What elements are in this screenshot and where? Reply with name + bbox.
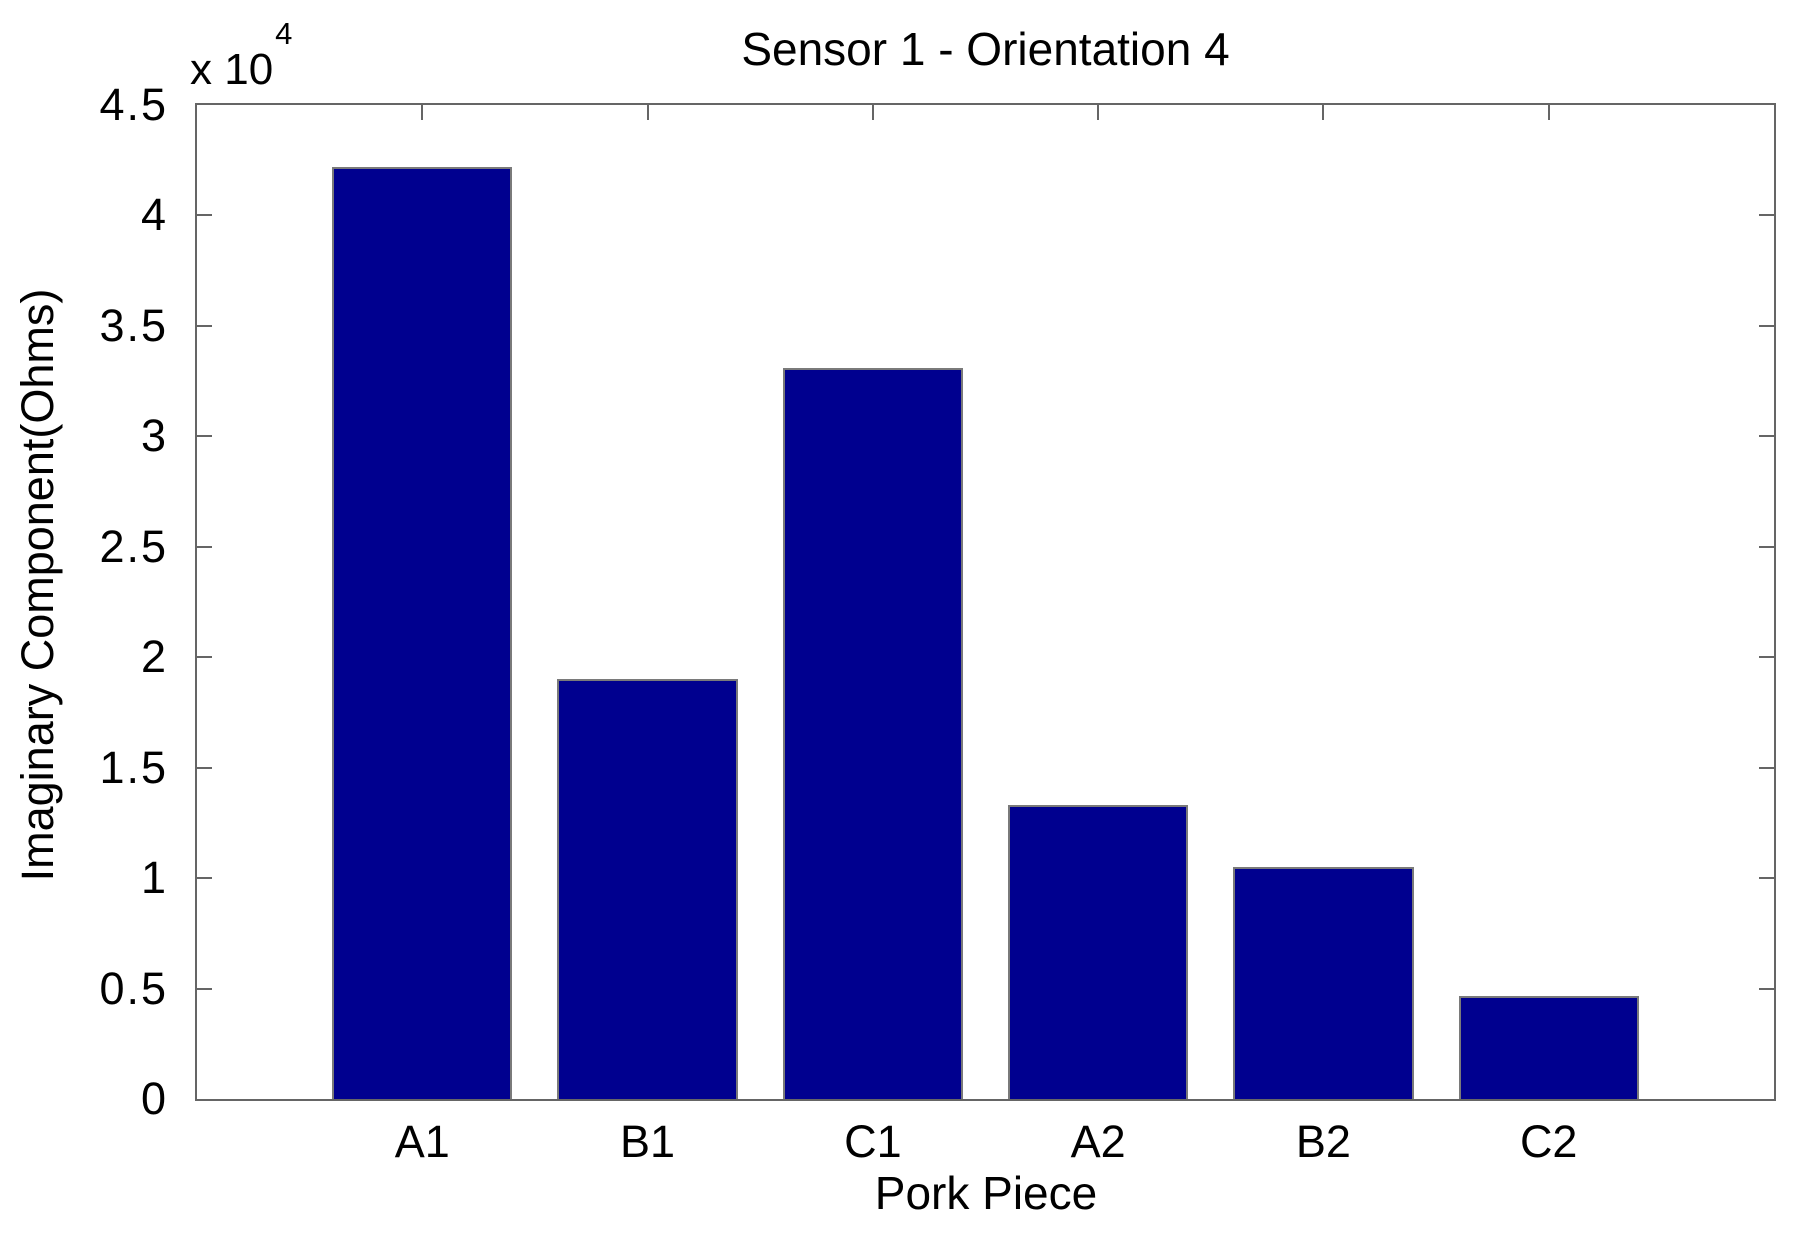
bar-a2 — [1008, 805, 1189, 1099]
x-tick-top-a2 — [1097, 105, 1100, 120]
y-tick-right-4 — [1759, 214, 1774, 217]
x-tick-label-c1: C1 — [844, 1116, 902, 1167]
y-tick-right-3 — [1759, 435, 1774, 438]
x-tick-top-b2 — [1322, 105, 1325, 120]
y-axis-multiplier-exponent: 4 — [275, 16, 293, 51]
y-tick-label-4.5: 4.5 — [99, 79, 168, 130]
y-tick-right-3.5 — [1759, 324, 1774, 327]
bar-c2 — [1458, 996, 1639, 1099]
y-tick-left-4 — [197, 214, 212, 217]
x-tick-label-a2: A2 — [1070, 1116, 1126, 1167]
plot-area — [195, 103, 1776, 1101]
x-tick-top-b1 — [646, 105, 649, 120]
y-tick-label-2.5: 2.5 — [99, 520, 168, 572]
x-tick-label-a1: A1 — [394, 1116, 450, 1167]
x-tick-label-b1: B1 — [620, 1116, 676, 1167]
bar-b2 — [1233, 867, 1414, 1099]
chart-title: Sensor 1 - Orientation 4 — [741, 23, 1230, 75]
y-tick-left-3 — [197, 435, 212, 438]
x-tick-label-b2: B2 — [1295, 1116, 1351, 1167]
y-tick-label-2: 2 — [140, 631, 168, 683]
x-tick-top-a1 — [421, 105, 424, 120]
x-tick-top-c1 — [871, 105, 874, 120]
x-tick-top-c2 — [1547, 105, 1550, 120]
y-tick-label-3: 3 — [140, 410, 168, 462]
y-axis-multiplier: x 104 — [190, 16, 292, 95]
x-tick-label-c2: C2 — [1519, 1116, 1578, 1167]
y-tick-right-0.5 — [1759, 987, 1774, 990]
y-axis-multiplier-base: x 10 — [190, 44, 274, 94]
y-tick-label-1: 1 — [140, 852, 168, 904]
bar-b1 — [557, 679, 738, 1099]
bar-c1 — [782, 367, 963, 1099]
y-tick-left-2 — [197, 656, 212, 659]
y-tick-right-2.5 — [1759, 545, 1774, 548]
y-tick-label-1.5: 1.5 — [99, 741, 168, 793]
y-tick-right-1 — [1759, 877, 1774, 880]
y-tick-left-0.5 — [197, 987, 212, 990]
y-tick-right-1.5 — [1759, 766, 1774, 769]
y-tick-right-2 — [1759, 656, 1774, 659]
y-tick-left-2.5 — [197, 545, 212, 548]
x-axis-label: Pork Piece — [874, 1167, 1098, 1219]
y-tick-label-0.5: 0.5 — [99, 962, 168, 1014]
y-tick-label-3.5: 3.5 — [99, 299, 168, 351]
bar-a1 — [332, 166, 513, 1099]
y-axis-label: Imaginary Component(Ohms) — [12, 288, 63, 882]
y-tick-label-0: 0 — [140, 1073, 168, 1124]
y-tick-left-1 — [197, 877, 212, 880]
y-tick-left-1.5 — [197, 766, 212, 769]
y-tick-left-3.5 — [197, 324, 212, 327]
y-tick-label-4: 4 — [140, 189, 168, 241]
